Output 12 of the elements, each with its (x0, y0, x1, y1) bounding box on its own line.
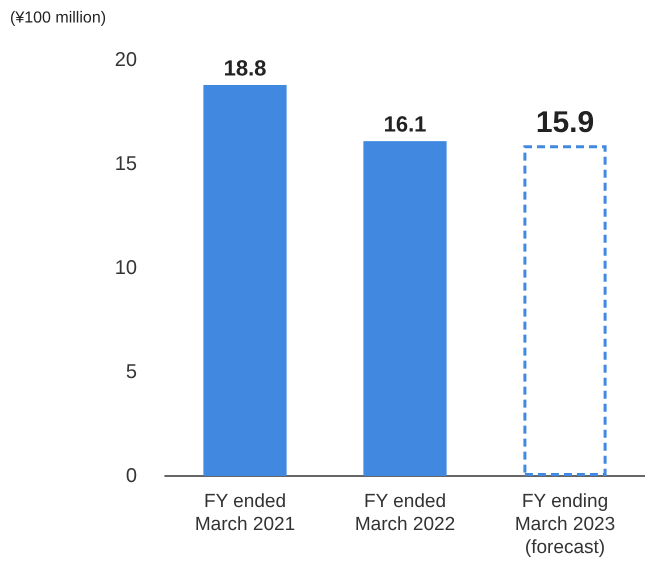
data-label: 18.8 (224, 55, 266, 80)
data-label: 15.9 (536, 106, 594, 139)
y-tick-label: 10 (114, 257, 137, 279)
y-axis-title: (¥100 million) (10, 10, 106, 26)
x-tick-label: FY ended March 2021 (194, 491, 296, 535)
x-tick-label: FY ending March 2023 (forecast) (514, 491, 616, 558)
y-tick-label: 0 (126, 465, 137, 487)
x-tick-label: FY ended March 2022 (354, 491, 456, 535)
y-tick-label: 20 (114, 49, 137, 71)
data-label: 16.1 (384, 112, 426, 137)
y-tick-label: 15 (114, 153, 137, 175)
y-tick-label: 5 (126, 361, 137, 383)
